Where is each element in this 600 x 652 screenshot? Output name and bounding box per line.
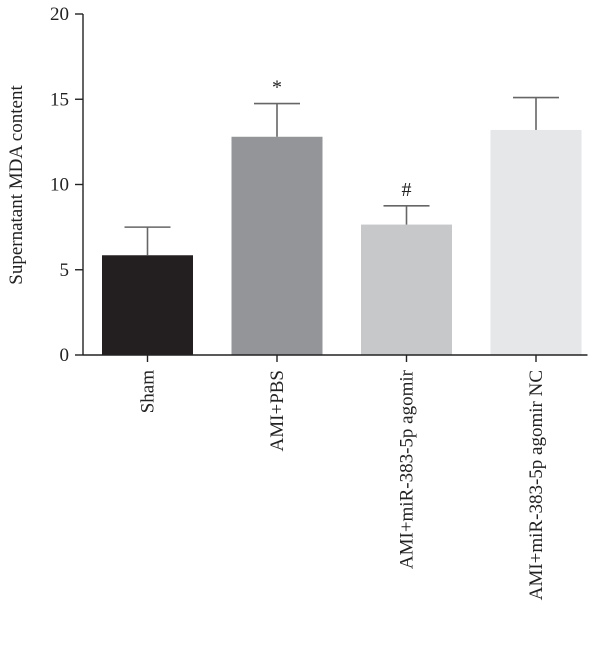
error-bar-3 <box>513 96 559 130</box>
y-tick-label-0: 0 <box>60 345 70 366</box>
annotation-1: * <box>272 77 282 99</box>
error-bars-group <box>124 96 559 256</box>
y-tick-label-3: 15 <box>50 89 69 110</box>
bar-2 <box>361 224 452 355</box>
error-bar-0 <box>124 226 171 256</box>
bars-group <box>102 129 582 355</box>
bar-0 <box>102 255 193 355</box>
bar-3 <box>490 129 582 355</box>
x-tick-label-0: Sham <box>138 370 159 414</box>
annotation-2: # <box>402 179 412 201</box>
y-tick-label-2: 10 <box>50 175 69 196</box>
y-tick-label-1: 5 <box>60 260 70 281</box>
error-bar-2 <box>383 205 430 225</box>
x-axis: Sham AMI+PBS AMI+miR-383-5p agomir AMI+miR-… <box>83 354 588 600</box>
bar-1 <box>231 136 323 355</box>
y-axis-title: Supernatant MDA content <box>6 85 27 285</box>
y-axis: 0 5 10 15 20 <box>50 4 84 366</box>
error-bar-1 <box>254 102 300 137</box>
y-tick-label-4: 20 <box>50 4 69 25</box>
annotations-group: *# <box>272 77 412 201</box>
x-tick-label-2: AMI+miR-383-5p agomir <box>397 369 418 569</box>
x-tick-label-1: AMI+PBS <box>267 370 288 451</box>
x-tick-label-3: AMI+miR-383-5p agomir NC <box>526 370 547 600</box>
